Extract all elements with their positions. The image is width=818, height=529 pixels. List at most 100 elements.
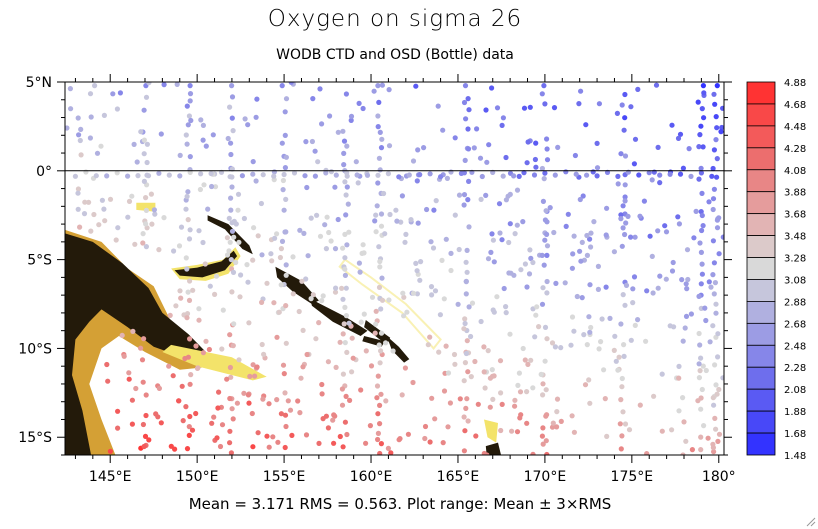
station-dot bbox=[603, 232, 609, 238]
station-dot bbox=[534, 304, 540, 310]
station-dot bbox=[319, 298, 325, 304]
station-dot bbox=[217, 443, 224, 450]
station-dot bbox=[651, 169, 657, 175]
station-dot bbox=[310, 292, 316, 298]
station-dot bbox=[544, 451, 550, 455]
station-dot bbox=[200, 122, 206, 128]
colorbar-swatch bbox=[746, 432, 776, 456]
station-dot bbox=[342, 272, 348, 278]
colorbar: 4.88 4.68 4.48 4.28 4.08 3.88 3.68 3.48 3.28 3.08… bbox=[746, 78, 806, 462]
station-dot bbox=[422, 435, 428, 442]
station-dot bbox=[274, 334, 280, 340]
station-dot bbox=[620, 292, 626, 298]
station-dot bbox=[210, 132, 216, 138]
station-dot bbox=[621, 127, 627, 133]
station-dot bbox=[681, 419, 687, 425]
station-dot bbox=[314, 212, 320, 218]
station-dot bbox=[711, 147, 718, 153]
station-dot bbox=[625, 213, 631, 219]
station-dot bbox=[225, 135, 231, 142]
station-dot bbox=[710, 395, 716, 401]
colorbar-label: 4.68 bbox=[784, 100, 806, 111]
station-dot bbox=[375, 430, 381, 436]
station-dot bbox=[485, 256, 492, 262]
station-dot bbox=[431, 207, 437, 213]
station-dot bbox=[489, 85, 495, 91]
station-dot bbox=[448, 250, 454, 256]
station-dot bbox=[637, 402, 643, 408]
station-dot bbox=[98, 143, 104, 149]
station-dot bbox=[372, 330, 378, 336]
station-dot bbox=[308, 215, 314, 221]
station-dot bbox=[383, 340, 389, 346]
station-dot bbox=[498, 427, 504, 434]
station-dot bbox=[611, 249, 618, 255]
station-dot bbox=[385, 171, 391, 177]
station-dot bbox=[500, 173, 506, 179]
station-dot bbox=[198, 171, 204, 177]
station-dot bbox=[332, 184, 338, 190]
station-dot bbox=[429, 292, 435, 298]
station-dot bbox=[81, 211, 88, 217]
colorbar-label: 3.88 bbox=[784, 188, 806, 199]
station-dot bbox=[719, 124, 724, 131]
station-dot bbox=[697, 368, 703, 374]
station-dot bbox=[680, 165, 687, 171]
station-dot bbox=[378, 330, 385, 336]
colorbar-label: 4.28 bbox=[784, 144, 806, 155]
station-dot bbox=[594, 173, 600, 179]
colorbar-swatch bbox=[746, 257, 776, 280]
station-dot bbox=[283, 340, 289, 346]
station-dot bbox=[720, 234, 724, 240]
station-dot bbox=[695, 398, 701, 404]
station-dot bbox=[332, 289, 339, 295]
station-dot bbox=[465, 418, 471, 424]
station-dot bbox=[231, 321, 237, 327]
colorbar-swatch bbox=[746, 279, 776, 302]
station-dot bbox=[554, 424, 560, 430]
station-dot bbox=[532, 334, 538, 340]
station-dot bbox=[254, 96, 260, 102]
station-dot bbox=[667, 171, 673, 177]
station-dot bbox=[401, 313, 407, 319]
station-dot bbox=[520, 219, 526, 225]
new-ireland-island bbox=[207, 215, 253, 255]
station-dot bbox=[245, 392, 251, 398]
station-dot bbox=[418, 259, 424, 265]
station-dot bbox=[481, 369, 487, 375]
station-dot bbox=[290, 254, 296, 260]
station-dot bbox=[344, 431, 350, 438]
resize-grip-icon[interactable] bbox=[804, 515, 816, 527]
reef-outline bbox=[338, 258, 442, 350]
station-dot bbox=[675, 135, 682, 141]
station-dot bbox=[219, 422, 226, 428]
station-dot bbox=[250, 257, 256, 263]
station-dot bbox=[358, 387, 364, 393]
station-dot bbox=[187, 154, 193, 160]
colorbar-swatch bbox=[746, 410, 776, 434]
station-dot bbox=[696, 176, 702, 182]
station-dot bbox=[718, 129, 724, 135]
station-dot bbox=[234, 400, 240, 406]
station-dot bbox=[323, 170, 329, 176]
station-dot bbox=[619, 102, 625, 108]
station-dot bbox=[693, 208, 699, 214]
station-dot bbox=[376, 244, 382, 250]
station-dot bbox=[101, 112, 107, 118]
station-dot bbox=[715, 331, 721, 337]
station-dot bbox=[644, 288, 650, 294]
station-dot bbox=[590, 169, 596, 175]
station-dot bbox=[303, 139, 309, 145]
station-dot bbox=[632, 322, 638, 328]
station-dot bbox=[563, 223, 569, 229]
station-dot bbox=[129, 421, 135, 427]
station-dot bbox=[499, 237, 505, 243]
station-dot bbox=[542, 101, 548, 107]
station-dot bbox=[371, 88, 377, 94]
station-dot bbox=[250, 362, 256, 368]
station-dot bbox=[699, 212, 705, 219]
station-dot bbox=[186, 113, 192, 119]
station-dot bbox=[680, 395, 686, 401]
colorbar-swatch bbox=[746, 344, 776, 368]
